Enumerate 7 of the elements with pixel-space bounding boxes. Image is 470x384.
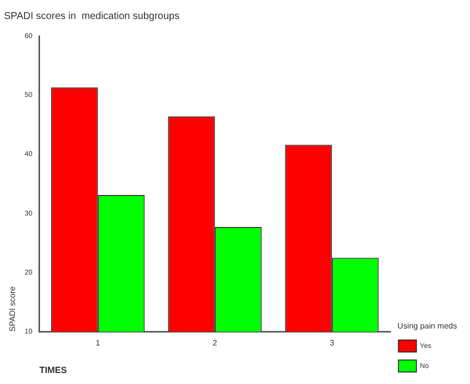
- x-tick-label: 3: [330, 338, 335, 348]
- y-axis-title: SPADI score: [8, 286, 18, 332]
- x-tick-label: 1: [96, 338, 101, 348]
- chart-title: SPADI scores in medication subgroups: [4, 10, 180, 22]
- x-tick-label: 2: [212, 338, 218, 348]
- x-axis-title: TIMES: [39, 365, 67, 376]
- legend-title: Using pain meds: [397, 322, 458, 331]
